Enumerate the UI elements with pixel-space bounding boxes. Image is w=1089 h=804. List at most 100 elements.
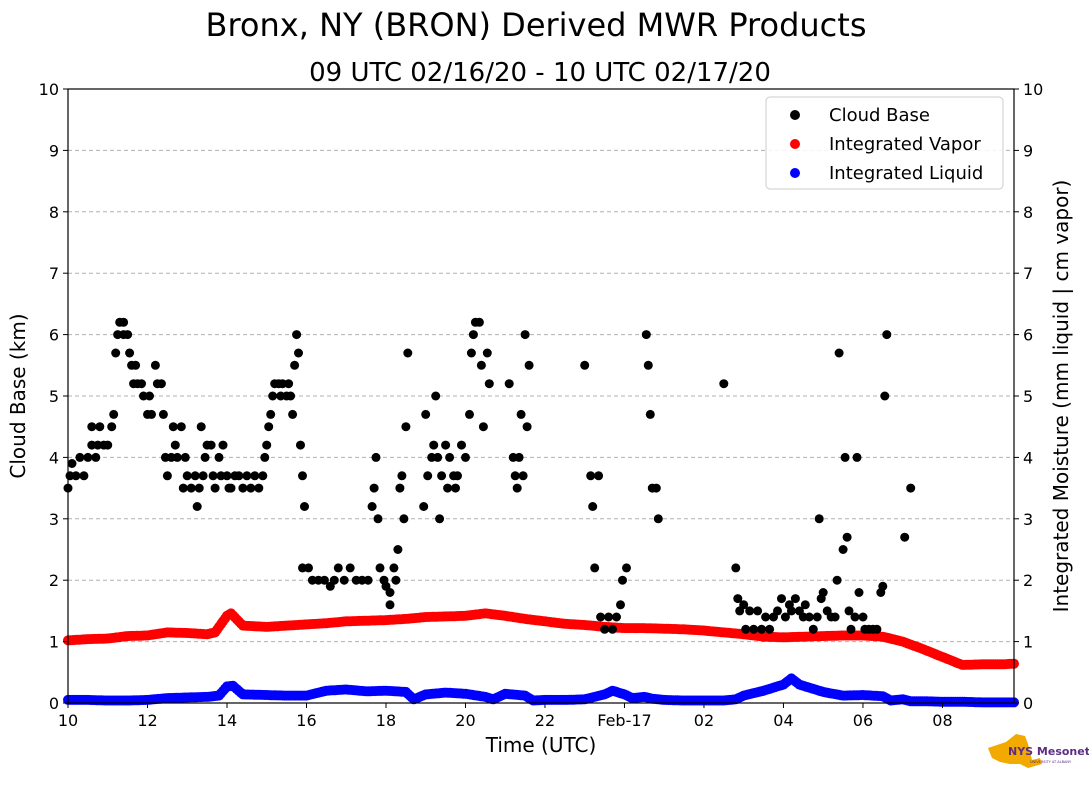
cloud-base-point	[880, 391, 890, 401]
cloud-base-point	[466, 348, 476, 358]
cloud-base-point	[780, 612, 790, 622]
y-tick-label-right: 4	[1023, 448, 1033, 467]
y-axis-label-left: Cloud Base (km)	[6, 313, 30, 478]
cloud-base-point	[298, 471, 307, 481]
cloud-base-point	[218, 440, 228, 450]
x-tick-label: 22	[535, 711, 555, 730]
y-tick-label-left: 3	[49, 510, 59, 529]
cloud-base-point	[419, 502, 429, 511]
cloud-base-point	[512, 483, 522, 493]
cloud-base-point	[437, 471, 447, 481]
cloud-base-point	[522, 422, 532, 432]
cloud-base-point	[304, 563, 313, 573]
cloud-base-point	[206, 440, 216, 450]
legend-label-integrated-liquid: Integrated Liquid	[829, 163, 983, 184]
cloud-base-point	[83, 452, 93, 462]
cloud-base-point	[844, 606, 854, 616]
cloud-base-point	[242, 471, 252, 481]
cloud-base-point	[741, 624, 751, 634]
cloud-base-point	[476, 360, 486, 370]
cloud-base-point	[429, 440, 439, 450]
cloud-base-point	[123, 330, 133, 340]
cloud-base-point	[641, 330, 651, 340]
x-tick-label: 18	[376, 711, 396, 730]
y-tick-label-right: 6	[1023, 326, 1033, 345]
x-tick-label: 12	[137, 711, 157, 730]
cloud-base-point	[194, 483, 204, 493]
cloud-base-point	[850, 612, 860, 622]
cloud-base-point	[292, 330, 302, 340]
y-tick-label-left: 8	[49, 203, 59, 222]
cloud-base-point	[214, 452, 224, 462]
cloud-base-point	[431, 391, 441, 401]
cloud-base-point	[375, 563, 385, 573]
cloud-base-point	[600, 624, 610, 634]
cloud-base-point	[872, 624, 882, 634]
cloud-base-point	[482, 348, 492, 358]
cloud-base-point	[421, 409, 431, 419]
cloud-base-point	[465, 409, 474, 419]
cloud-base-point	[745, 606, 755, 616]
y-tick-label-right: 7	[1023, 264, 1033, 283]
y-tick-label-left: 7	[49, 264, 59, 283]
y-tick-label-right: 5	[1023, 387, 1033, 406]
cloud-base-point	[645, 409, 655, 419]
cloud-base-point	[814, 514, 824, 524]
new-york-state-shape-icon	[988, 734, 1042, 768]
cloud-base-point	[457, 440, 466, 450]
y-tick-label-right: 8	[1023, 203, 1033, 222]
cloud-base-point	[222, 471, 232, 481]
cloud-base-point	[125, 348, 135, 358]
y-axis-right: 0 1 2 3 4 5 6 7 8 9 10	[1014, 80, 1043, 713]
cloud-base-point	[461, 452, 470, 462]
cloud-base-point	[111, 348, 121, 358]
cloud-base-point	[150, 360, 160, 370]
cloud-base-point	[91, 452, 101, 462]
x-tick-label: 10	[58, 711, 78, 730]
cloud-base-point	[441, 440, 451, 450]
cloud-base-point	[773, 606, 782, 616]
x-tick-label: Feb-17	[597, 711, 651, 730]
logo-subtext: UNIVERSITY AT ALBANY	[1030, 760, 1072, 764]
cloud-base-point	[588, 502, 598, 511]
cloud-base-point	[87, 422, 97, 432]
cloud-base-point	[453, 471, 462, 481]
cloud-base-point	[858, 612, 868, 622]
cloud-base-point	[765, 624, 775, 634]
cloud-base-point	[878, 581, 888, 591]
cloud-base-point	[524, 360, 534, 370]
cloud-base-point	[401, 422, 411, 432]
cloud-base-point	[182, 471, 192, 481]
cloud-base-point	[618, 575, 627, 585]
cloud-base-point	[580, 360, 590, 370]
cloud-base-point	[158, 409, 168, 419]
cloud-base-point	[268, 391, 278, 401]
cloud-base-point	[510, 471, 520, 481]
cloud-base-point	[808, 624, 818, 634]
cloud-base-point	[369, 483, 379, 493]
cloud-base-point	[95, 422, 105, 432]
cloud-base-point	[145, 391, 154, 401]
cloud-base-point	[371, 452, 381, 462]
cloud-base-point	[264, 422, 274, 432]
cloud-base-point	[200, 452, 210, 462]
y-tick-label-right: 0	[1023, 694, 1033, 713]
cloud-base-point	[246, 483, 256, 493]
legend-marker-integrated-liquid	[790, 168, 800, 178]
cloud-base-point	[294, 348, 303, 358]
cloud-base-point	[397, 471, 407, 481]
cloud-base-point	[258, 471, 268, 481]
legend-marker-cloud-base	[790, 110, 800, 120]
cloud-base-point	[435, 514, 445, 524]
cloud-base-point	[586, 471, 596, 481]
cloud-base-point	[168, 422, 178, 432]
cloud-base-point	[373, 514, 383, 524]
legend: Cloud Base Integrated Vapor Integrated L…	[765, 96, 1004, 190]
cloud-base-point	[131, 360, 141, 370]
cloud-base-point	[290, 360, 300, 370]
cloud-base-point	[443, 483, 453, 493]
cloud-base-point	[832, 575, 842, 585]
cloud-base-point	[319, 575, 329, 585]
cloud-base-point	[147, 409, 156, 419]
y-axis-left: 0 1 2 3 4 5 6 7 8 9 10	[39, 80, 68, 713]
